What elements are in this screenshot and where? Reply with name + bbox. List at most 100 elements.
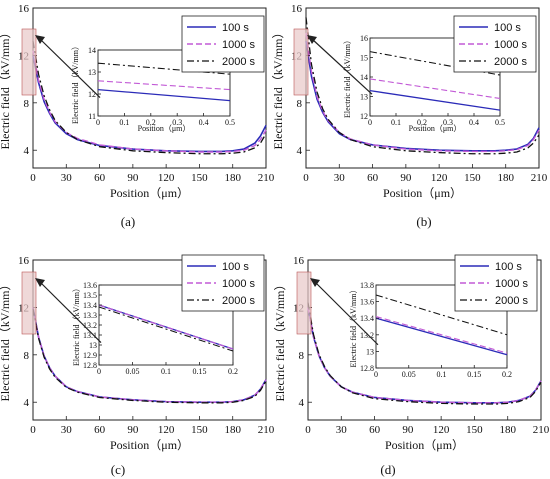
- zoom-region-highlight: [21, 28, 37, 96]
- x-tick-label: 90: [400, 172, 412, 184]
- x-tick-label: 60: [369, 424, 381, 436]
- y-tick-label: 16: [18, 3, 30, 15]
- inset-y-tick-label: 14: [88, 46, 96, 55]
- inset-x-tick-label: 0.3: [443, 118, 453, 127]
- inset-x-tick-label: 0.3: [172, 118, 182, 127]
- inset-y-axis-label: Electric field（kV/mm）: [71, 42, 80, 124]
- inset-y-tick-label: 12: [360, 112, 368, 121]
- x-tick-label: 60: [94, 424, 106, 436]
- zoom-arrow-line: [39, 38, 101, 98]
- x-tick-label: 150: [191, 172, 208, 184]
- series-line-1: [32, 55, 267, 153]
- x-tick-label: 90: [402, 424, 414, 436]
- legend-entry: 100 s: [494, 22, 521, 34]
- inset-series-line-3: [98, 306, 234, 352]
- legend-entry: 2000 s: [494, 56, 528, 68]
- y-tick-label: 4: [297, 145, 303, 157]
- x-tick-label: 180: [224, 172, 241, 184]
- y-tick-label: 16: [293, 255, 305, 267]
- legend-entry: 100 s: [495, 261, 522, 273]
- panel-label: (c): [111, 462, 125, 477]
- x-tick-label: 0: [305, 424, 311, 436]
- y-tick-label: 4: [24, 397, 30, 409]
- inset-y-tick-label: 12.9: [83, 351, 97, 360]
- y-axis-label: Electric field（kV/mm）: [273, 279, 287, 402]
- inset-y-tick-label: 13: [89, 341, 97, 350]
- inset-x-tick-label: 0.05: [126, 367, 140, 376]
- inset-y-tick-label: 13: [366, 347, 374, 356]
- x-axis-label: Position（μm）: [385, 438, 464, 452]
- x-tick-label: 120: [433, 424, 450, 436]
- inset-y-tick-label: 13.6: [360, 298, 374, 307]
- inset-y-tick-label: 13.1: [83, 331, 97, 340]
- chart-panel-3: 0306090120150180210481216Position（μm）Ele…: [0, 254, 275, 477]
- inset-series-line-2: [97, 80, 231, 91]
- inset-x-tick-label: 0.2: [228, 367, 238, 376]
- series-line-3: [32, 41, 267, 155]
- inset-x-tick-label: 0.1: [161, 367, 171, 376]
- x-tick-label: 180: [499, 424, 516, 436]
- inset-x-axis-label: Position（μm）: [138, 124, 191, 133]
- zoom-arrow-line: [39, 281, 102, 344]
- inset-x-tick-label: 0.4: [199, 118, 209, 127]
- x-tick-label: 210: [533, 424, 550, 436]
- inset-chart: 0 0.05 0.1 0.15 0.2 12.8 13 13.2 13.4 13.6 13.8Ele…: [349, 281, 512, 379]
- x-tick-label: 30: [336, 424, 348, 436]
- x-tick-label: 210: [258, 424, 275, 436]
- series-line-3: [32, 308, 267, 404]
- inset-series-line-2: [98, 304, 234, 350]
- y-tick-label: 16: [18, 255, 30, 267]
- y-tick-label: 8: [297, 98, 303, 110]
- chart-panel-4: 0306090120150180210481216Position（μm）Ele…: [273, 254, 550, 477]
- inset-x-tick-label: 0: [97, 367, 101, 376]
- y-tick-label: 8: [299, 350, 305, 362]
- inset-series-line-2: [369, 78, 501, 100]
- inset-x-tick-label: 0: [368, 118, 372, 127]
- inset-x-tick-label: 0.2: [417, 118, 427, 127]
- inset-x-tick-label: 0.2: [146, 118, 156, 127]
- x-tick-label: 210: [258, 172, 275, 184]
- inset-series-line-1: [375, 317, 508, 356]
- inset-y-tick-label: 13.5: [83, 291, 97, 300]
- inset-y-tick-label: 13.6: [83, 281, 97, 290]
- x-axis-label: Position（μm）: [383, 186, 462, 200]
- inset-x-tick-label: 0: [374, 370, 378, 379]
- inset-x-tick-label: 0.05: [402, 370, 416, 379]
- legend-frame: [454, 254, 538, 312]
- x-tick-label: 120: [158, 424, 175, 436]
- inset-y-axis-label: Electric field（kV/mm）: [72, 284, 81, 366]
- x-tick-label: 120: [431, 172, 448, 184]
- inset-y-tick-label: 12.8: [360, 364, 374, 373]
- x-tick-label: 30: [334, 172, 346, 184]
- zoom-arrow-head: [310, 278, 320, 287]
- x-tick-label: 150: [191, 424, 208, 436]
- legend-entry: 1000 s: [222, 39, 256, 51]
- zoom-region-highlight: [21, 271, 37, 335]
- inset-x-tick-label: 0.4: [469, 118, 479, 127]
- zoom-arrow-line: [314, 281, 379, 346]
- inset-x-tick-label: 0.5: [225, 118, 235, 127]
- panel-label: (d): [380, 462, 395, 477]
- zoom-region-highlight: [293, 28, 309, 96]
- zoom-arrow-head: [35, 35, 45, 44]
- inset-y-tick-label: 15: [360, 54, 368, 63]
- legend-frame: [453, 15, 537, 73]
- x-tick-label: 0: [30, 424, 36, 436]
- inset-y-tick-label: 13: [88, 68, 96, 77]
- y-axis-label: Electric field（kV/mm）: [271, 27, 285, 150]
- inset-x-tick-label: 0.15: [193, 367, 207, 376]
- inset-x-axis-label: Position（μm）: [409, 124, 462, 133]
- legend-entry: 2000 s: [222, 56, 256, 68]
- zoom-arrow-head: [35, 278, 45, 287]
- zoom-region-highlight: [296, 271, 312, 335]
- inset-y-tick-label: 13.4: [83, 301, 97, 310]
- zoom-arrow-line: [311, 38, 373, 95]
- y-axis-label: Electric field（kV/mm）: [0, 279, 12, 402]
- x-tick-label: 0: [30, 172, 36, 184]
- x-tick-label: 30: [61, 424, 73, 436]
- legend-frame: [181, 15, 265, 73]
- x-tick-label: 150: [464, 172, 481, 184]
- inset-x-tick-label: 0.5: [495, 118, 505, 127]
- inset-series-line-1: [97, 88, 231, 102]
